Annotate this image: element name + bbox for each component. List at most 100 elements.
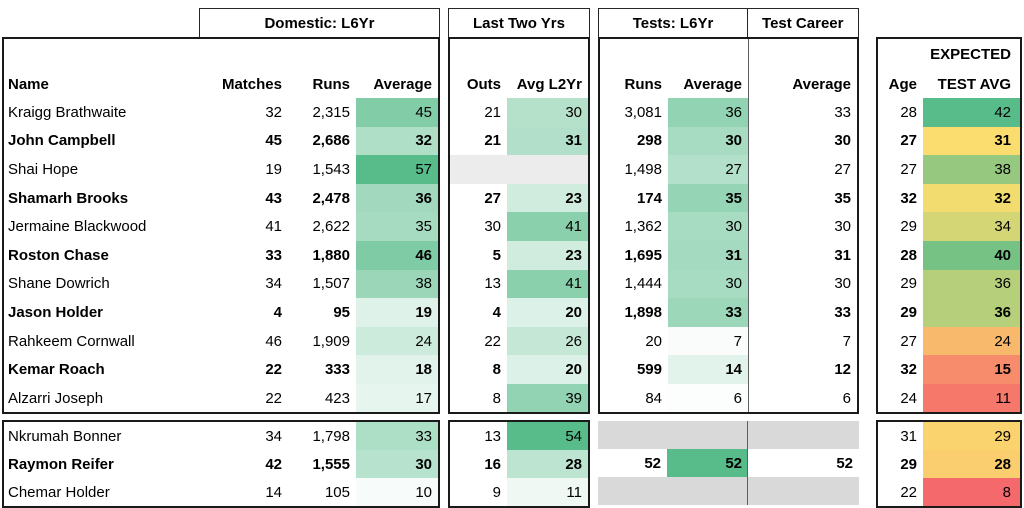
expected-cell[interactable]: 32 (923, 183, 1020, 213)
expected-cell[interactable]: 40 (923, 240, 1020, 270)
matches-cell[interactable]: 33 (265, 246, 282, 264)
dom-avg-cell[interactable]: 45 (356, 98, 438, 127)
outs-cell[interactable]: 22 (484, 332, 501, 350)
tests-runs-cell[interactable]: 599 (636, 361, 662, 379)
tests-avg-cell[interactable]: 35 (668, 183, 748, 213)
tests-avg-cell[interactable]: 27 (668, 155, 748, 184)
matches-cell[interactable]: 34 (265, 427, 282, 445)
name-cell[interactable]: Jason Holder (8, 303, 104, 321)
name-cell[interactable]: Raymon Reifer (8, 455, 114, 473)
tests-avg-cell[interactable]: 36 (668, 98, 748, 127)
matches-cell[interactable]: 45 (265, 132, 282, 150)
expected-cell[interactable]: 28 (923, 450, 1020, 478)
runs-cell[interactable]: 1,798 (312, 427, 350, 445)
career-avg-cell[interactable]: 6 (842, 389, 851, 407)
tests-avg-cell[interactable]: 31 (668, 240, 748, 270)
age-cell[interactable]: 29 (900, 303, 917, 321)
average-header[interactable]: Average (373, 75, 432, 93)
outs-cell[interactable]: 8 (492, 389, 501, 407)
outs-cell[interactable]: 16 (484, 455, 501, 473)
dom-avg-cell[interactable]: 17 (356, 383, 438, 412)
name-header[interactable]: Name (8, 75, 49, 93)
career-avg-cell[interactable] (748, 477, 859, 505)
age-header[interactable]: Age (888, 75, 917, 93)
tests-runs-cell[interactable]: 20 (645, 332, 662, 350)
career-avg-cell[interactable] (748, 421, 859, 449)
matches-cell[interactable]: 14 (265, 483, 282, 501)
name-cell[interactable]: Chemar Holder (8, 483, 110, 501)
career-avg-cell[interactable]: 12 (834, 361, 851, 379)
outs-cell[interactable]: 30 (484, 218, 501, 236)
outs-cell[interactable]: 13 (484, 275, 501, 293)
tests-runs-cell[interactable]: 1,695 (624, 246, 662, 264)
career-avg-cell[interactable]: 30 (834, 218, 851, 236)
age-cell[interactable]: 27 (900, 332, 917, 350)
runs-cell[interactable]: 2,478 (312, 189, 350, 207)
tests-runs-cell[interactable]: 1,444 (624, 275, 662, 293)
runs-cell[interactable]: 1,909 (312, 332, 350, 350)
tests-average-header[interactable]: Average (683, 75, 742, 93)
tests-runs-cell[interactable]: 52 (644, 454, 661, 472)
avg-l2yr-cell[interactable]: 26 (507, 326, 588, 356)
dom-avg-cell[interactable]: 46 (356, 240, 438, 270)
expected-cell[interactable]: 42 (923, 98, 1020, 127)
career-avg-cell[interactable]: 52 (836, 454, 853, 472)
runs-cell[interactable]: 1,880 (312, 246, 350, 264)
age-cell[interactable]: 29 (900, 218, 917, 236)
avg-l2yr-cell[interactable]: 23 (507, 240, 588, 270)
age-cell[interactable]: 32 (900, 189, 917, 207)
name-cell[interactable]: Shai Hope (8, 160, 79, 178)
tests-runs-cell[interactable]: 3,081 (624, 103, 662, 121)
tests-runs-cell[interactable] (598, 477, 667, 505)
avg-l2yr-cell[interactable]: 30 (507, 98, 588, 127)
age-cell[interactable]: 29 (900, 455, 917, 473)
expected-cell[interactable]: 29 (923, 422, 1020, 450)
expected-header-line1[interactable]: EXPECTED (930, 46, 1011, 63)
matches-cell[interactable]: 22 (265, 389, 282, 407)
tests-avg-cell[interactable]: 14 (668, 355, 748, 384)
expected-cell[interactable]: 11 (923, 383, 1020, 412)
name-cell[interactable]: Jermaine Blackwood (8, 218, 147, 236)
age-cell[interactable]: 22 (900, 483, 917, 501)
name-cell[interactable]: Kraigg Brathwaite (8, 103, 127, 121)
expected-cell[interactable]: 36 (923, 298, 1020, 327)
expected-header-line2[interactable]: TEST AVG (937, 75, 1011, 93)
matches-cell[interactable]: 41 (265, 218, 282, 236)
tests-avg-cell[interactable]: 30 (668, 212, 748, 241)
expected-cell[interactable]: 15 (923, 355, 1020, 384)
outs-cell[interactable]: 21 (484, 103, 501, 121)
outs-cell[interactable]: 27 (484, 189, 501, 207)
tests-runs-cell[interactable]: 298 (636, 132, 662, 150)
age-cell[interactable]: 24 (900, 389, 917, 407)
expected-cell[interactable]: 34 (923, 212, 1020, 241)
runs-cell[interactable]: 105 (324, 483, 350, 501)
avg-l2yr-cell[interactable]: 31 (507, 126, 588, 156)
matches-cell[interactable]: 34 (265, 275, 282, 293)
outs-cell[interactable]: 9 (492, 483, 501, 501)
tests-avg-cell[interactable] (667, 477, 748, 505)
name-cell[interactable]: Roston Chase (8, 246, 109, 264)
career-avg-cell[interactable]: 27 (834, 160, 851, 178)
runs-cell[interactable]: 2,622 (312, 218, 350, 236)
matches-cell[interactable]: 42 (265, 455, 282, 473)
expected-cell[interactable]: 38 (923, 155, 1020, 184)
avg-l2yr-cell[interactable]: 20 (507, 298, 588, 327)
age-cell[interactable]: 27 (900, 160, 917, 178)
dom-avg-cell[interactable]: 35 (356, 212, 438, 241)
matches-cell[interactable]: 46 (265, 332, 282, 350)
outs-cell[interactable] (450, 155, 507, 184)
avg-l2yr-cell[interactable]: 41 (507, 212, 588, 241)
group-header-domestic[interactable]: Domestic: L6Yr (199, 8, 440, 38)
tests-avg-cell[interactable]: 33 (668, 298, 748, 327)
age-cell[interactable]: 31 (900, 427, 917, 445)
career-avg-cell[interactable]: 30 (834, 132, 851, 150)
dom-avg-cell[interactable]: 38 (356, 269, 438, 299)
avg-l2yr-cell[interactable]: 28 (507, 450, 588, 478)
career-avg-cell[interactable]: 31 (834, 246, 851, 264)
tests-avg-cell[interactable]: 7 (668, 326, 748, 356)
age-cell[interactable]: 28 (900, 103, 917, 121)
name-cell[interactable]: Alzarri Joseph (8, 389, 104, 407)
career-avg-cell[interactable]: 30 (834, 275, 851, 293)
tests-avg-cell[interactable] (667, 421, 748, 449)
dom-avg-cell[interactable]: 36 (356, 183, 438, 213)
